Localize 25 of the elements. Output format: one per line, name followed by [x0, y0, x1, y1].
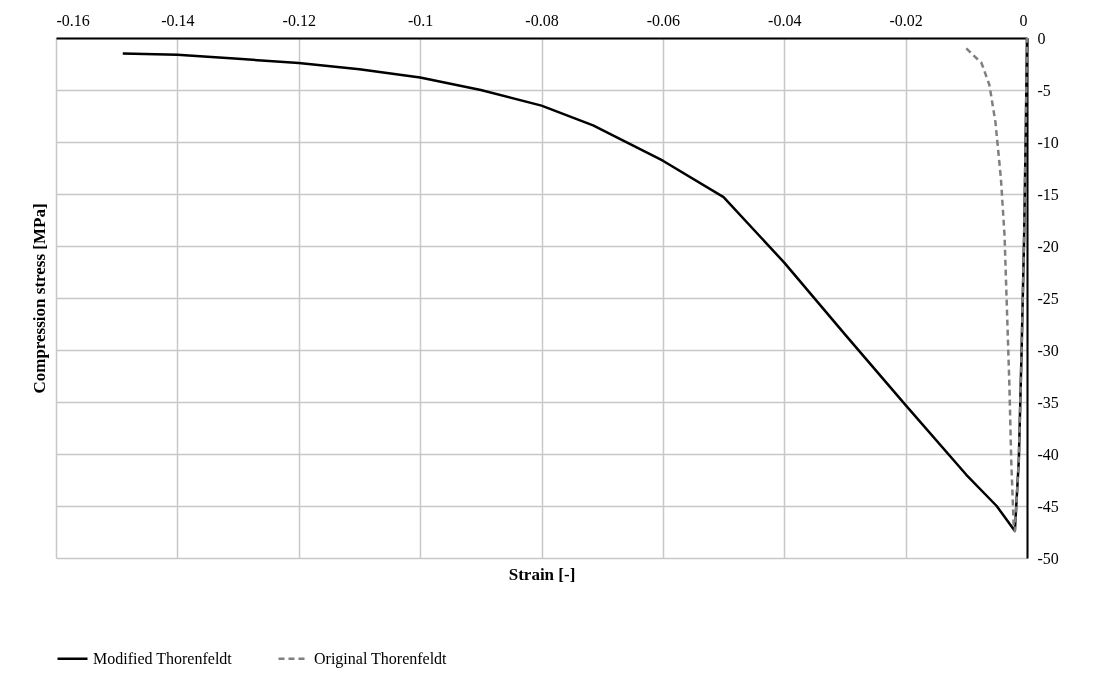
y-tick-label: -5 — [1037, 81, 1051, 99]
y-tick-label: -25 — [1037, 289, 1059, 307]
x-tick-label: -0.1 — [407, 11, 434, 29]
y-tick-label: -35 — [1037, 393, 1059, 411]
x-tick-label: -0.04 — [768, 11, 802, 29]
x-tick-label: -0.08 — [525, 11, 559, 29]
x-tick-label: -0.06 — [646, 11, 681, 29]
x-tick-label: -0.12 — [282, 11, 316, 29]
x-axis-title: Strain [-] — [508, 564, 576, 584]
y-tick-label: -20 — [1037, 237, 1059, 255]
legend-label: Modified Thorenfeldt — [93, 649, 233, 667]
legend-label: Original Thorenfeldt — [314, 649, 448, 668]
y-axis-title: Compression stress [MPa] — [29, 203, 49, 394]
line-series — [965, 36, 1029, 533]
y-tick-label: -45 — [1037, 497, 1059, 515]
y-tick-label: -10 — [1037, 133, 1059, 151]
y-tick-label: -40 — [1037, 445, 1059, 463]
x-tick-label: -0.14 — [161, 11, 195, 29]
x-tick-label: -0.02 — [889, 11, 923, 29]
y-tick-label: -30 — [1037, 341, 1059, 359]
y-tick-label: -50 — [1037, 549, 1059, 567]
x-tick-label: 0 — [1019, 11, 1028, 29]
x-tick-label: -0.16 — [56, 11, 90, 29]
y-tick-label: 0 — [1037, 29, 1046, 47]
y-tick-label: -15 — [1037, 185, 1059, 203]
